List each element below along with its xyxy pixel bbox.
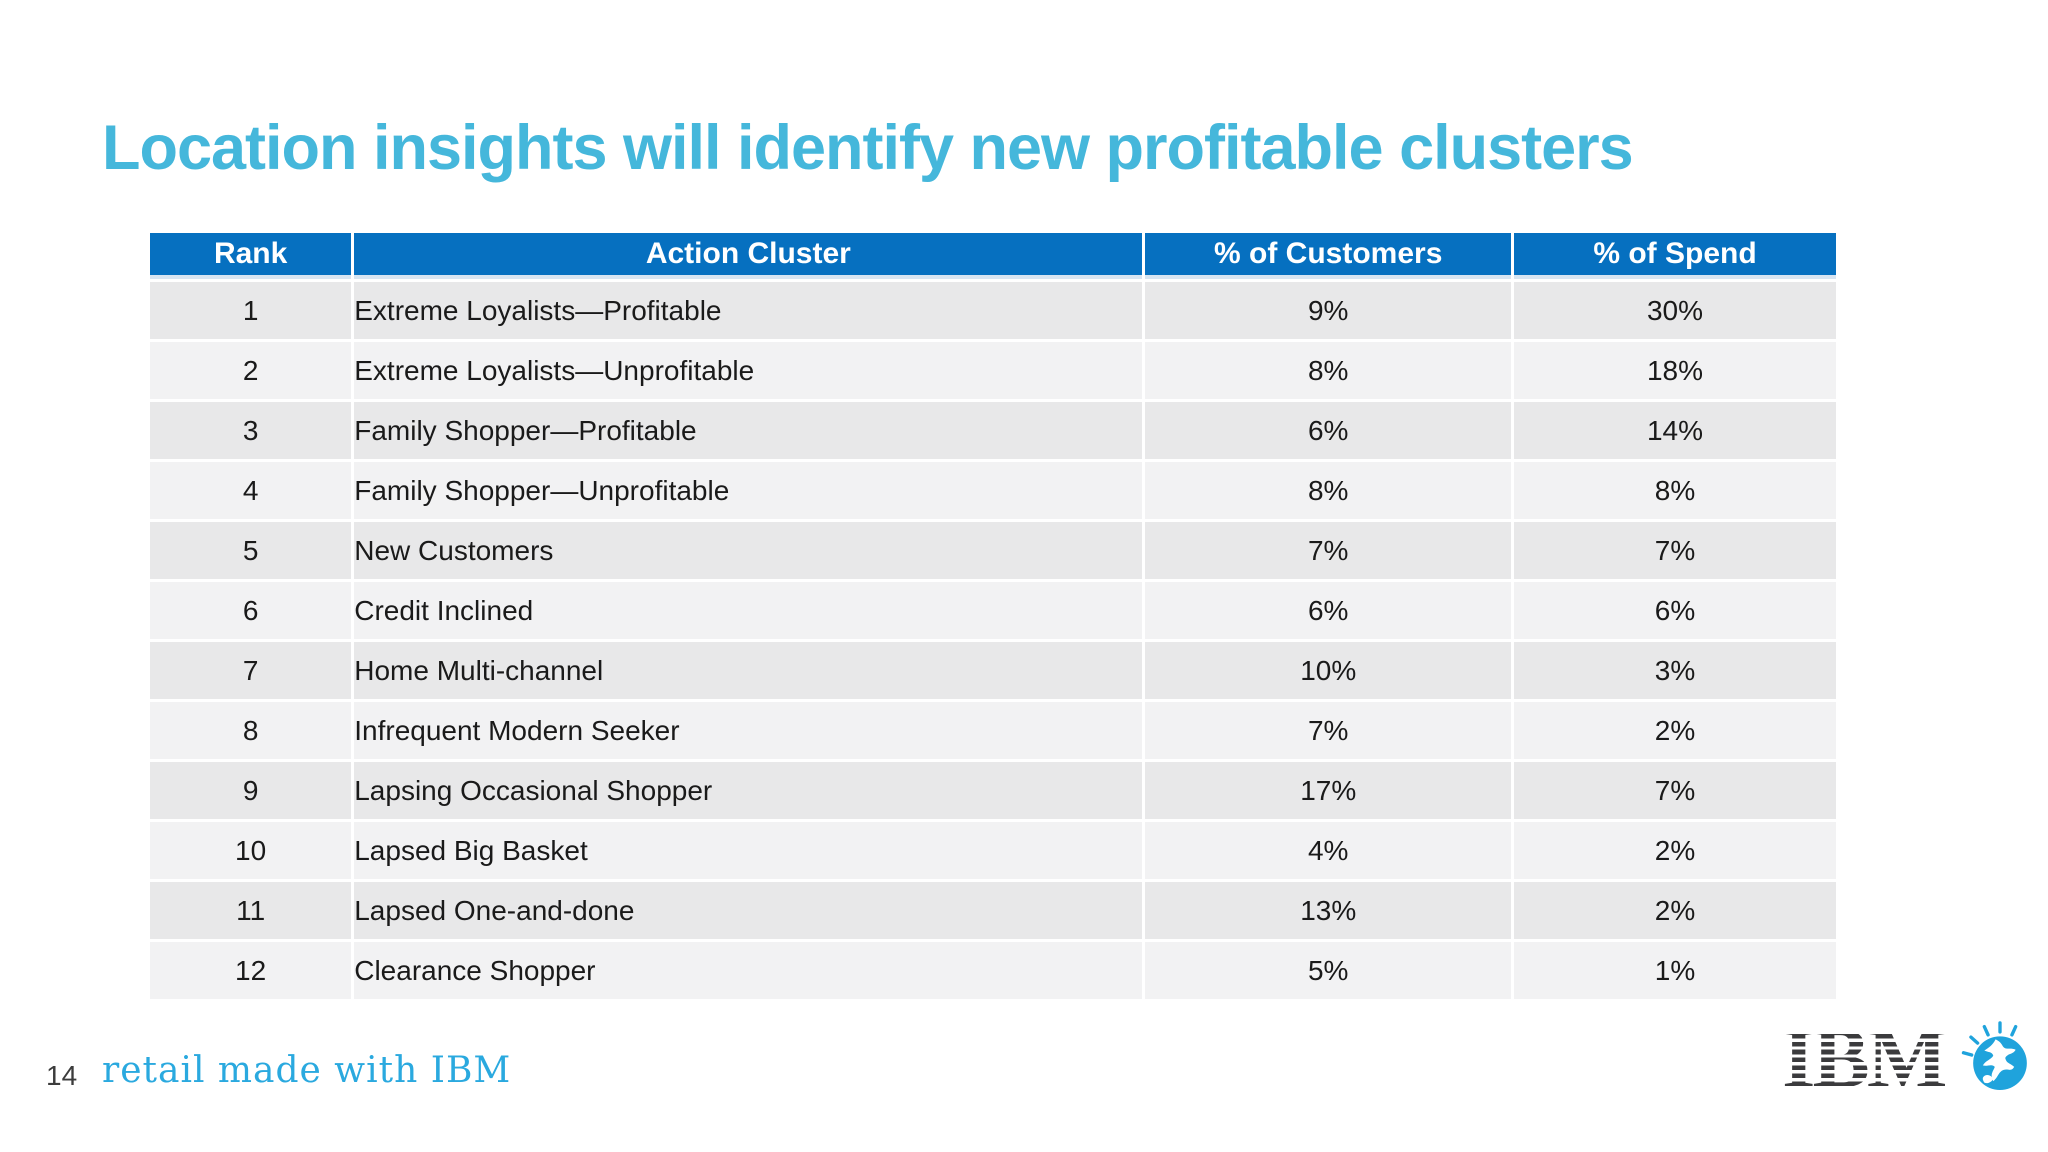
column-header-rank: Rank	[150, 233, 352, 279]
page-title: Location insights will identify new prof…	[102, 113, 1634, 183]
cell-pct-spend: 2%	[1514, 702, 1836, 759]
table-header: Rank Action Cluster % of Customers % of …	[150, 233, 1836, 279]
cell-pct-spend: 6%	[1514, 582, 1836, 639]
cell-pct-spend: 30%	[1514, 282, 1836, 339]
table-row: 7 Home Multi-channel 10% 3%	[150, 642, 1836, 699]
cell-rank: 3	[150, 402, 352, 459]
table-row: 1 Extreme Loyalists—Profitable 9% 30%	[150, 282, 1836, 339]
cell-pct-spend: 2%	[1514, 882, 1836, 939]
cell-action-cluster: Extreme Loyalists—Profitable	[354, 282, 1143, 339]
cell-rank: 11	[150, 882, 352, 939]
table-row: 11 Lapsed One-and-done 13% 2%	[150, 882, 1836, 939]
table-body: 1 Extreme Loyalists—Profitable 9% 30% 2 Extre…	[150, 282, 1836, 999]
cell-pct-customers: 4%	[1145, 822, 1511, 879]
cell-action-cluster: Lapsed One-and-done	[354, 882, 1143, 939]
cell-pct-customers: 6%	[1145, 582, 1511, 639]
cell-rank: 5	[150, 522, 352, 579]
footer-brand-text: retail made with IBM	[102, 1050, 512, 1091]
cell-pct-customers: 17%	[1145, 762, 1511, 819]
page-number: 14	[46, 1060, 78, 1091]
ibm-logo: IBM	[1782, 1010, 1948, 1106]
smarter-planet-globe-icon	[1961, 1014, 2039, 1101]
cell-rank: 12	[150, 942, 352, 999]
cell-pct-customers: 8%	[1145, 342, 1511, 399]
cell-rank: 10	[150, 822, 352, 879]
column-header-pct-customers: % of Customers	[1145, 233, 1511, 279]
cell-pct-spend: 2%	[1514, 822, 1836, 879]
cell-pct-spend: 3%	[1514, 642, 1836, 699]
cell-rank: 9	[150, 762, 352, 819]
table-row: 8 Infrequent Modern Seeker 7% 2%	[150, 702, 1836, 759]
cell-pct-spend: 7%	[1514, 762, 1836, 819]
cell-action-cluster: New Customers	[354, 522, 1143, 579]
cell-pct-customers: 9%	[1145, 282, 1511, 339]
column-header-pct-spend: % of Spend	[1514, 233, 1836, 279]
cell-pct-spend: 1%	[1514, 942, 1836, 999]
clusters-table: Rank Action Cluster % of Customers % of …	[147, 230, 1839, 1002]
cell-action-cluster: Lapsing Occasional Shopper	[354, 762, 1143, 819]
table-row: 3 Family Shopper—Profitable 6% 14%	[150, 402, 1836, 459]
cell-pct-spend: 8%	[1514, 462, 1836, 519]
cell-action-cluster: Infrequent Modern Seeker	[354, 702, 1143, 759]
cell-pct-customers: 7%	[1145, 522, 1511, 579]
clusters-table-container: Rank Action Cluster % of Customers % of …	[147, 230, 1839, 1002]
ibm-lockup: IBM	[1782, 1010, 2039, 1106]
cell-action-cluster: Clearance Shopper	[354, 942, 1143, 999]
cell-action-cluster: Family Shopper—Profitable	[354, 402, 1143, 459]
cell-rank: 6	[150, 582, 352, 639]
cell-action-cluster: Home Multi-channel	[354, 642, 1143, 699]
table-row: 5 New Customers 7% 7%	[150, 522, 1836, 579]
cell-action-cluster: Extreme Loyalists—Unprofitable	[354, 342, 1143, 399]
cell-pct-customers: 6%	[1145, 402, 1511, 459]
cell-rank: 1	[150, 282, 352, 339]
table-row: 9 Lapsing Occasional Shopper 17% 7%	[150, 762, 1836, 819]
table-row: 10 Lapsed Big Basket 4% 2%	[150, 822, 1836, 879]
table-row: 12 Clearance Shopper 5% 1%	[150, 942, 1836, 999]
cell-rank: 4	[150, 462, 352, 519]
cell-pct-customers: 8%	[1145, 462, 1511, 519]
cell-action-cluster: Credit Inclined	[354, 582, 1143, 639]
table-row: 4 Family Shopper—Unprofitable 8% 8%	[150, 462, 1836, 519]
cell-pct-spend: 18%	[1514, 342, 1836, 399]
cell-pct-spend: 14%	[1514, 402, 1836, 459]
cell-pct-customers: 13%	[1145, 882, 1511, 939]
cell-rank: 8	[150, 702, 352, 759]
cell-pct-customers: 7%	[1145, 702, 1511, 759]
cell-pct-customers: 10%	[1145, 642, 1511, 699]
cell-rank: 2	[150, 342, 352, 399]
cell-rank: 7	[150, 642, 352, 699]
cell-action-cluster: Family Shopper—Unprofitable	[354, 462, 1143, 519]
header-row: Rank Action Cluster % of Customers % of …	[150, 233, 1836, 279]
table-row: 6 Credit Inclined 6% 6%	[150, 582, 1836, 639]
table-row: 2 Extreme Loyalists—Unprofitable 8% 18%	[150, 342, 1836, 399]
cell-pct-customers: 5%	[1145, 942, 1511, 999]
column-header-action-cluster: Action Cluster	[354, 233, 1143, 279]
cell-pct-spend: 7%	[1514, 522, 1836, 579]
cell-action-cluster: Lapsed Big Basket	[354, 822, 1143, 879]
